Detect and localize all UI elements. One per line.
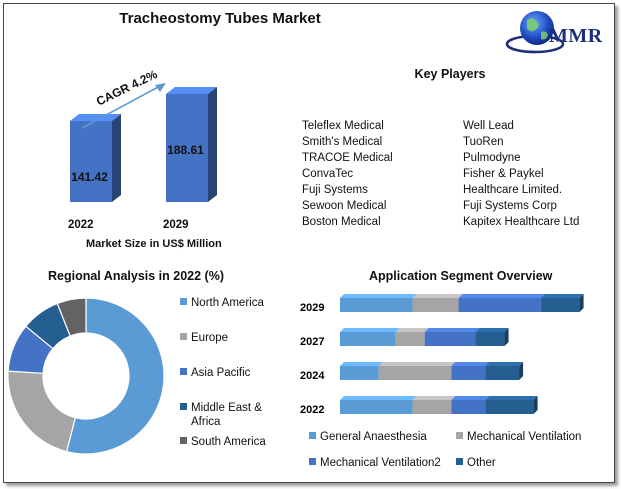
stack-row-2027: 2027 xyxy=(300,328,509,348)
segment-2022-3 xyxy=(485,400,534,414)
segment-2024-3 xyxy=(485,366,520,380)
key-player-left-1: Smith's Medical xyxy=(302,136,383,148)
donut-slice-north-america xyxy=(65,297,165,455)
cagr-arrow-line xyxy=(81,85,161,129)
donut-slice-europe xyxy=(7,370,77,453)
key-player-right-1: TuoRen xyxy=(463,136,504,148)
y-tick-2029: 2029 xyxy=(300,302,324,314)
key-player-right-0: Well Lead xyxy=(463,120,514,132)
segment-2022-1 xyxy=(412,400,452,414)
x-tick-2022: 2022 xyxy=(68,219,94,231)
key-player-left-0: Teleflex Medical xyxy=(302,120,384,132)
application-title: Application Segment Overview xyxy=(369,269,553,283)
key-player-left-3: ConvaTec xyxy=(302,168,354,180)
legend-swatch xyxy=(180,437,187,444)
regional-title: Regional Analysis in 2022 (%) xyxy=(48,269,224,283)
legend-swatch xyxy=(180,298,187,305)
stack-row-2024: 2024 xyxy=(300,362,524,382)
donut-slice-south-america xyxy=(56,297,87,337)
segment-2022-2 xyxy=(451,400,486,414)
x-tick-2029: 2029 xyxy=(163,219,189,231)
key-player-right-2: Pulmodyne xyxy=(463,152,521,164)
stack-row-2022: 2022 xyxy=(300,396,538,416)
logo-text: MMR xyxy=(549,25,603,47)
segment-2027-2 xyxy=(424,332,476,346)
segment-2027-1 xyxy=(395,332,425,346)
legend-swatch xyxy=(180,333,187,340)
segment-2029-2 xyxy=(458,298,541,312)
page-title: Tracheostomy Tubes Market xyxy=(119,10,321,27)
legend-swatch xyxy=(309,458,316,465)
market-size-chart xyxy=(70,83,217,202)
segment-2029-0 xyxy=(340,298,413,312)
legend-swatch xyxy=(456,432,463,439)
bar-value-2022: 141.42 xyxy=(71,170,108,184)
legend-item-asia-pacific: Asia Pacific xyxy=(180,366,250,380)
bar-2029 xyxy=(166,87,217,202)
regional-donut-chart xyxy=(7,297,165,455)
legend-item-mechanical-ventilation: Mechanical Ventilation xyxy=(456,430,581,444)
y-tick-2024: 2024 xyxy=(300,370,325,382)
key-players-title: Key Players xyxy=(414,67,486,81)
legend-item-north-america: North America xyxy=(180,296,264,310)
legend-item-mechanical-ventilation2: Mechanical Ventilation2 xyxy=(309,456,441,470)
key-players-right-list: Well Lead TuoRen Pulmodyne Fisher & Paykel H… xyxy=(463,118,579,230)
key-player-left-6: Boston Medical xyxy=(302,216,381,228)
legend-swatch xyxy=(180,403,187,410)
legend-item-other: Other xyxy=(456,456,496,470)
key-player-right-3: Fisher & Paykel xyxy=(463,168,544,180)
key-player-right-6: Kapitex Healthcare Ltd xyxy=(463,216,580,228)
application-stacked-chart: 2029 2027 2024 2022 xyxy=(300,294,584,416)
key-player-right-4: Healthcare Limited. xyxy=(463,184,563,196)
segment-2022-0 xyxy=(340,400,413,414)
legend-item-south-america: South America xyxy=(180,435,266,449)
stack-row-2029: 2029 xyxy=(300,294,584,314)
legend-swatch xyxy=(309,432,316,439)
key-players-left-list: Teleflex Medical Smith's Medical TRACOE Me… xyxy=(302,118,393,230)
legend-item-europe: Europe xyxy=(180,331,228,345)
segment-2024-1 xyxy=(378,366,452,380)
segment-2027-0 xyxy=(340,332,396,346)
key-player-right-5: Fuji Systems Corp xyxy=(463,200,557,212)
legend-swatch xyxy=(180,368,187,375)
y-tick-2027: 2027 xyxy=(300,336,324,348)
key-player-left-2: TRACOE Medical xyxy=(302,152,393,164)
x-axis-title: Market Size in US$ Million xyxy=(86,238,222,250)
key-player-left-5: Sewoon Medical xyxy=(302,200,387,212)
key-player-left-4: Fuji Systems xyxy=(302,184,368,196)
cagr-arrow-head xyxy=(155,83,166,92)
globe-icon xyxy=(505,11,565,54)
bar-value-2029: 188.61 xyxy=(167,143,204,157)
y-tick-2022: 2022 xyxy=(300,404,324,416)
legend-item-general-anaesthesia: General Anaesthesia xyxy=(309,430,427,444)
segment-2024-0 xyxy=(340,366,379,380)
segment-2029-1 xyxy=(412,298,459,312)
mmr-logo: MMR xyxy=(505,6,615,58)
legend-item-middle-east-africa: Middle East & Africa xyxy=(180,401,262,429)
segment-2029-3 xyxy=(540,298,580,312)
legend-swatch xyxy=(456,458,463,465)
segment-2024-2 xyxy=(451,366,486,380)
segment-2027-3 xyxy=(475,332,505,346)
bar-2022 xyxy=(70,114,121,202)
